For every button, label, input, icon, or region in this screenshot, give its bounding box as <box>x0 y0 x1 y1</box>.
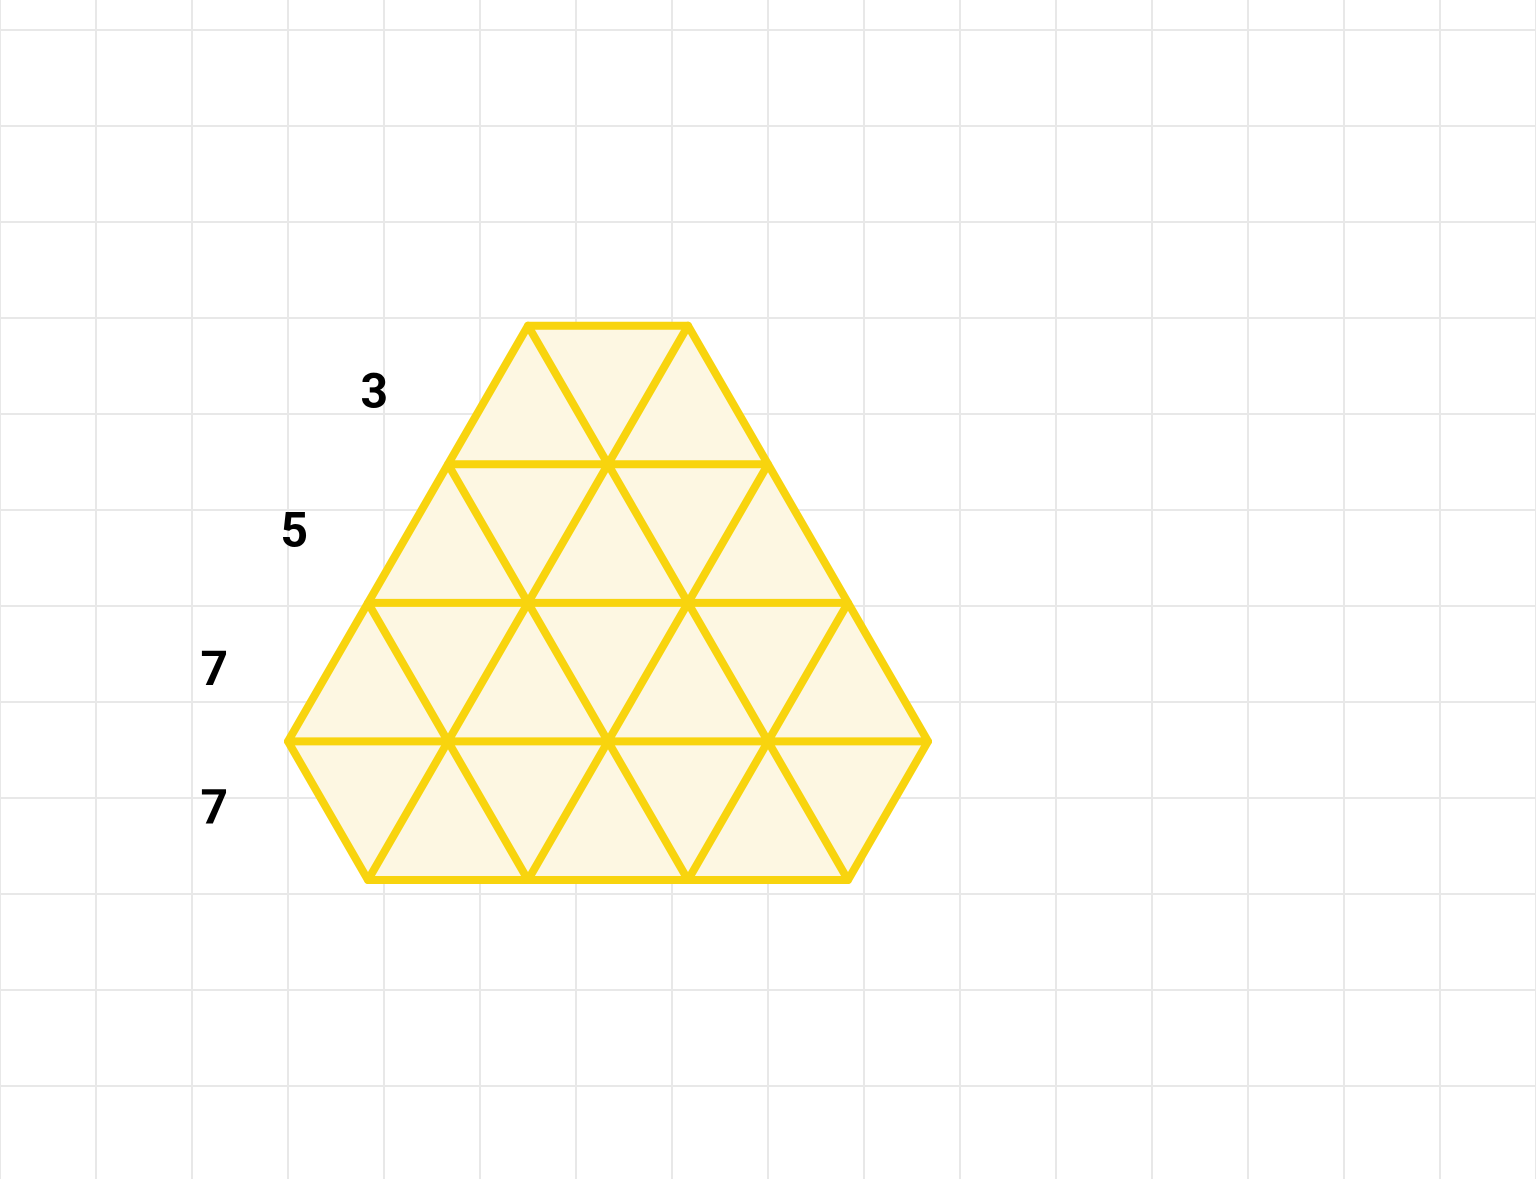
row-count-label: 3 <box>360 363 388 420</box>
diagram-canvas: 3 5 7 7 <box>0 0 1536 1179</box>
row-count-label: 5 <box>280 501 308 558</box>
row-count-label: 7 <box>200 640 228 697</box>
row-count-label: 7 <box>200 778 228 835</box>
